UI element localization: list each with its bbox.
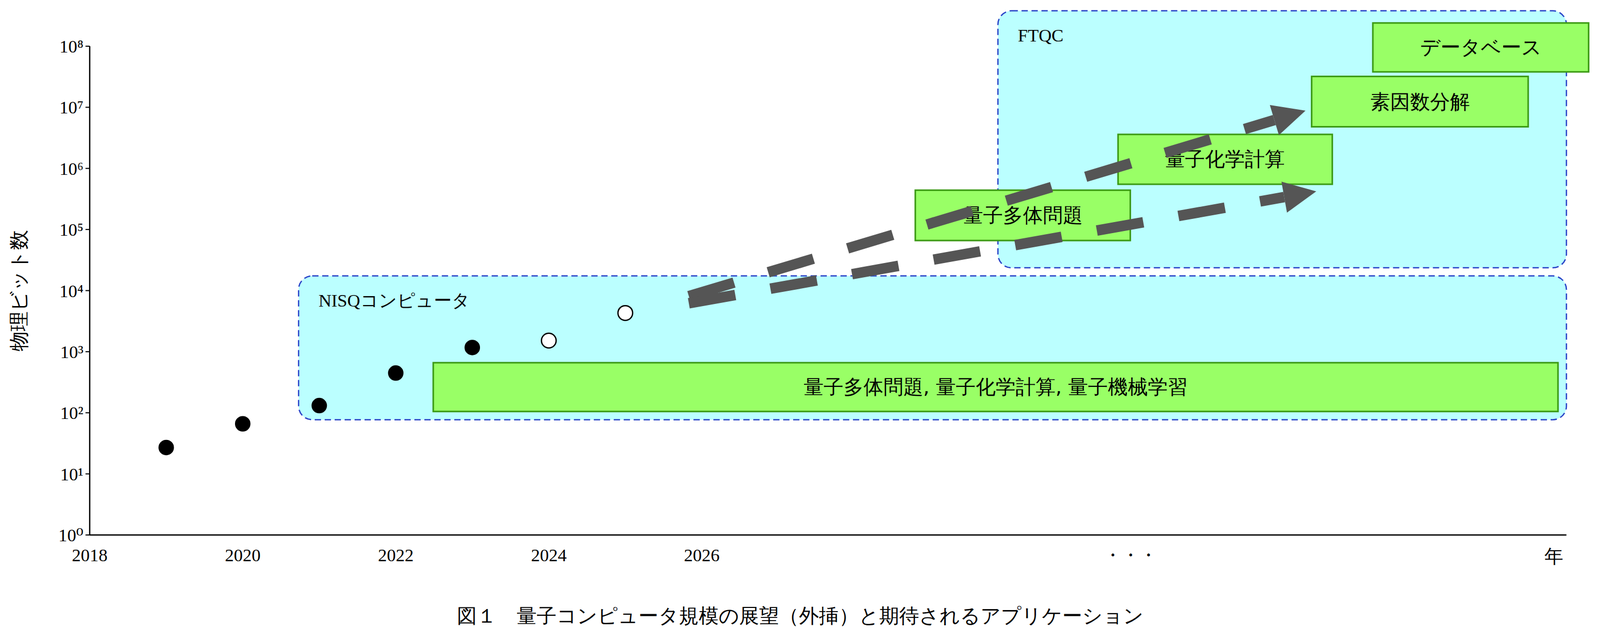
svg-text:データベース: データベース [1420, 35, 1542, 59]
svg-text:物理ビット数: 物理ビット数 [7, 229, 31, 351]
svg-text:10⁸: 10⁸ [59, 36, 84, 57]
svg-text:・・・: ・・・ [1103, 545, 1158, 565]
svg-text:量子多体問題: 量子多体問題 [963, 203, 1083, 227]
svg-text:10⁴: 10⁴ [59, 281, 84, 301]
svg-text:2022: 2022 [377, 545, 414, 565]
svg-text:10⁷: 10⁷ [59, 97, 84, 117]
svg-text:2018: 2018 [71, 545, 108, 565]
svg-text:10⁵: 10⁵ [59, 219, 84, 240]
svg-text:10⁶: 10⁶ [59, 158, 84, 179]
html-text:図１ 量子コンピュータ規模の展望（外挿）と期待されるアプリケ: 図１ 量子コンピュータ規模の展望（外挿）と期待されるアプリケーション [456, 603, 1144, 627]
svg-text:2020: 2020 [225, 545, 261, 565]
svg-text:NISQコンピュータ: NISQコンピュータ [318, 290, 470, 311]
svg-text:10²: 10² [60, 402, 84, 423]
svg-text:量子化学計算: 量子化学計算 [1165, 147, 1285, 171]
svg-text:10⁰: 10⁰ [58, 525, 84, 545]
svg-text:2026: 2026 [684, 545, 720, 565]
svg-text:2024: 2024 [530, 545, 567, 565]
svg-text:10³: 10³ [60, 342, 84, 362]
svg-text:年: 年 [1544, 545, 1564, 567]
svg-text:FTQC: FTQC [1017, 25, 1064, 46]
svg-text:量子多体問題, 量子化学計算, 量子機械学習: 量子多体問題, 量子化学計算, 量子機械学習 [803, 375, 1188, 399]
svg-text:素因数分解: 素因数分解 [1370, 90, 1470, 114]
svg-text:10¹: 10¹ [60, 464, 84, 484]
